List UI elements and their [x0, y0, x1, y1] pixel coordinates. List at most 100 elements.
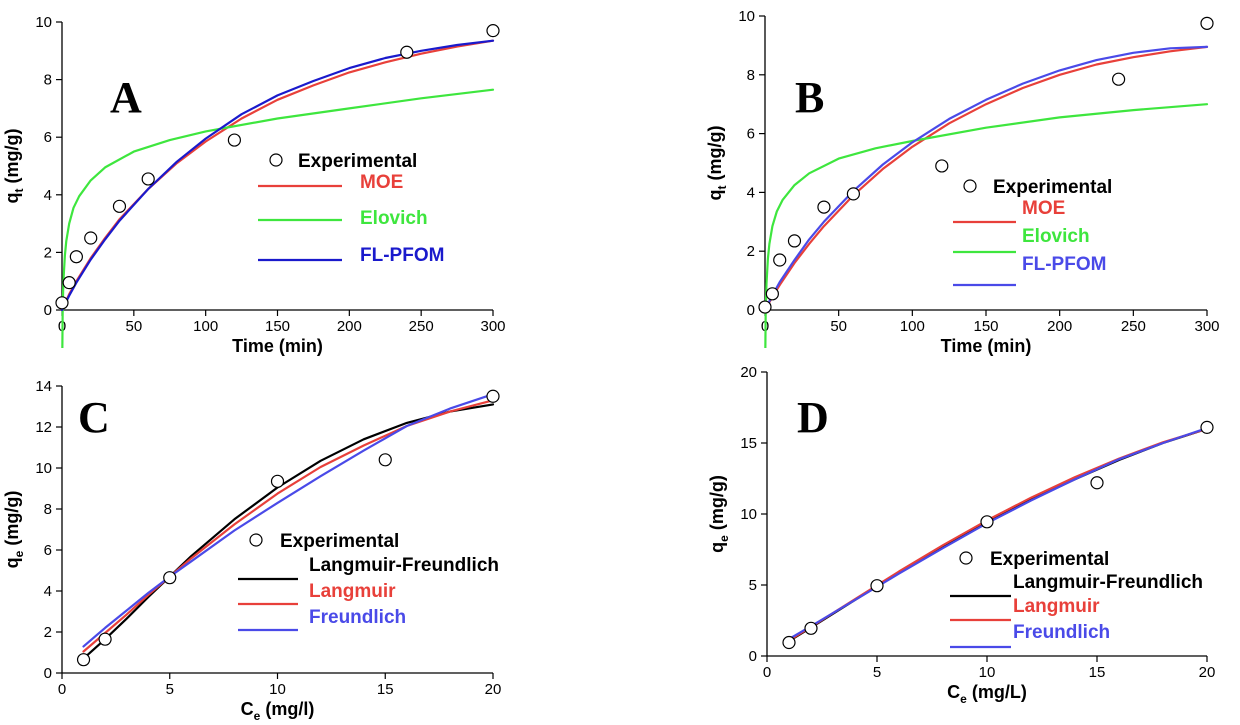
y-tick-label: 8: [747, 67, 755, 84]
data-point: [773, 253, 787, 267]
y-tick-label: 2: [44, 624, 52, 641]
x-tick-label: 0: [763, 664, 771, 681]
data-point: [141, 172, 155, 186]
data-point: [787, 234, 802, 248]
legend-label-freundlich: Freundlich: [1013, 622, 1110, 643]
x-tick-label: 15: [1089, 664, 1106, 681]
legend-label-moe: MOE: [360, 172, 403, 193]
series-line-freundlich: [82, 393, 495, 648]
series-group: [82, 393, 495, 660]
series-line-elovich: [764, 103, 1209, 348]
x-tick-label: 50: [125, 318, 142, 335]
series-line-fl-pfom: [60, 39, 495, 312]
data-point: [935, 159, 949, 173]
legend: Experimental Langmuir-Freundlich Langmuir F…: [238, 531, 499, 632]
y-axis-label: qt (mg/g): [2, 129, 26, 204]
data-point: [62, 276, 76, 290]
y-tick-label: 8: [44, 72, 52, 89]
y-tick-label: 10: [35, 14, 52, 31]
y-tick-label: 10: [738, 8, 755, 25]
x-tick-label: 50: [830, 318, 847, 335]
series-line-fl-pfom: [763, 45, 1209, 312]
series-line-elovich: [61, 88, 495, 348]
data-point: [112, 199, 127, 213]
panel-label: B: [795, 73, 824, 122]
legend-label-experimental: Experimental: [280, 531, 399, 552]
series-line-moe: [763, 45, 1209, 312]
legend-label-fl-pfom: FL-PFOM: [1022, 254, 1106, 275]
series-line-freundlich: [787, 427, 1209, 641]
data-point: [1200, 420, 1214, 434]
experimental-points: [782, 420, 1214, 650]
y-tick-label: 15: [740, 435, 757, 452]
y-tick-label: 0: [44, 665, 52, 682]
x-axis-label: Time (min): [941, 336, 1032, 356]
panel-d: 0 5 10 15 20 0 5 10 15 20 Ce (mg/L) qe (mg/g) D Exper…: [707, 364, 1215, 706]
data-point: [55, 296, 69, 310]
legend-marker-experimental: [269, 153, 283, 167]
x-tick-label: 100: [900, 318, 925, 335]
y-tick-label: 14: [35, 378, 52, 395]
series-group: [60, 39, 495, 348]
data-point: [765, 287, 779, 301]
series-line-langmuir: [82, 399, 495, 653]
legend-label-moe: MOE: [1022, 198, 1065, 219]
x-tick-label: 20: [1199, 664, 1216, 681]
x-tick-label: 15: [377, 681, 394, 698]
legend-label-langmuir-freundlich: Langmuir-Freundlich: [1013, 572, 1203, 593]
y-tick-label: 12: [35, 419, 52, 436]
y-tick-label: 10: [35, 460, 52, 477]
x-tick-label: 300: [1194, 318, 1219, 335]
y-tick-label: 4: [44, 583, 52, 600]
y-tick-label: 0: [747, 302, 755, 319]
y-tick-label: 6: [44, 542, 52, 559]
legend-label-experimental: Experimental: [990, 549, 1109, 570]
legend-label-langmuir-freundlich: Langmuir-Freundlich: [309, 555, 499, 576]
x-axis-label: Ce (mg/L): [947, 682, 1027, 706]
x-tick-label: 0: [58, 681, 66, 698]
series-line-langmuir: [787, 427, 1209, 642]
experimental-points: [55, 24, 500, 310]
data-point: [804, 621, 818, 635]
x-tick-label: 250: [409, 318, 434, 335]
x-tick-label: 200: [1047, 318, 1072, 335]
series-line-langmuir-freundlich: [82, 403, 495, 660]
data-point: [817, 200, 831, 214]
data-point: [1090, 476, 1104, 490]
series-group: [787, 427, 1209, 643]
y-tick-label: 4: [44, 187, 52, 204]
x-tick-label: 20: [485, 681, 502, 698]
x-tick-label: 200: [337, 318, 362, 335]
data-point: [227, 133, 241, 147]
legend-marker-experimental: [963, 179, 977, 193]
series-group: [763, 45, 1209, 348]
x-tick-label: 5: [873, 664, 881, 681]
legend-label-langmuir: Langmuir: [309, 581, 396, 602]
data-point: [846, 187, 861, 201]
data-point: [486, 389, 500, 403]
data-point: [270, 474, 285, 488]
x-tick-label: 100: [193, 318, 218, 335]
x-axis-label: Ce (mg/l): [241, 699, 315, 723]
y-tick-label: 10: [740, 506, 757, 523]
data-point: [980, 515, 994, 529]
y-axis-label: qt (mg/g): [705, 126, 729, 201]
panel-label: D: [797, 393, 829, 442]
legend-label-experimental: Experimental: [993, 177, 1112, 198]
x-tick-label: 150: [265, 318, 290, 335]
panel-label: A: [110, 73, 142, 122]
data-point: [69, 250, 83, 264]
x-tick-label: 5: [166, 681, 174, 698]
x-tick-label: 10: [269, 681, 286, 698]
y-tick-label: 20: [740, 364, 757, 381]
y-tick-label: 6: [44, 129, 52, 146]
data-point: [400, 45, 414, 59]
legend-label-fl-pfom: FL-PFOM: [360, 245, 444, 266]
x-tick-label: 300: [480, 318, 505, 335]
x-tick-label: 150: [973, 318, 998, 335]
x-axis-label: Time (min): [232, 336, 323, 356]
